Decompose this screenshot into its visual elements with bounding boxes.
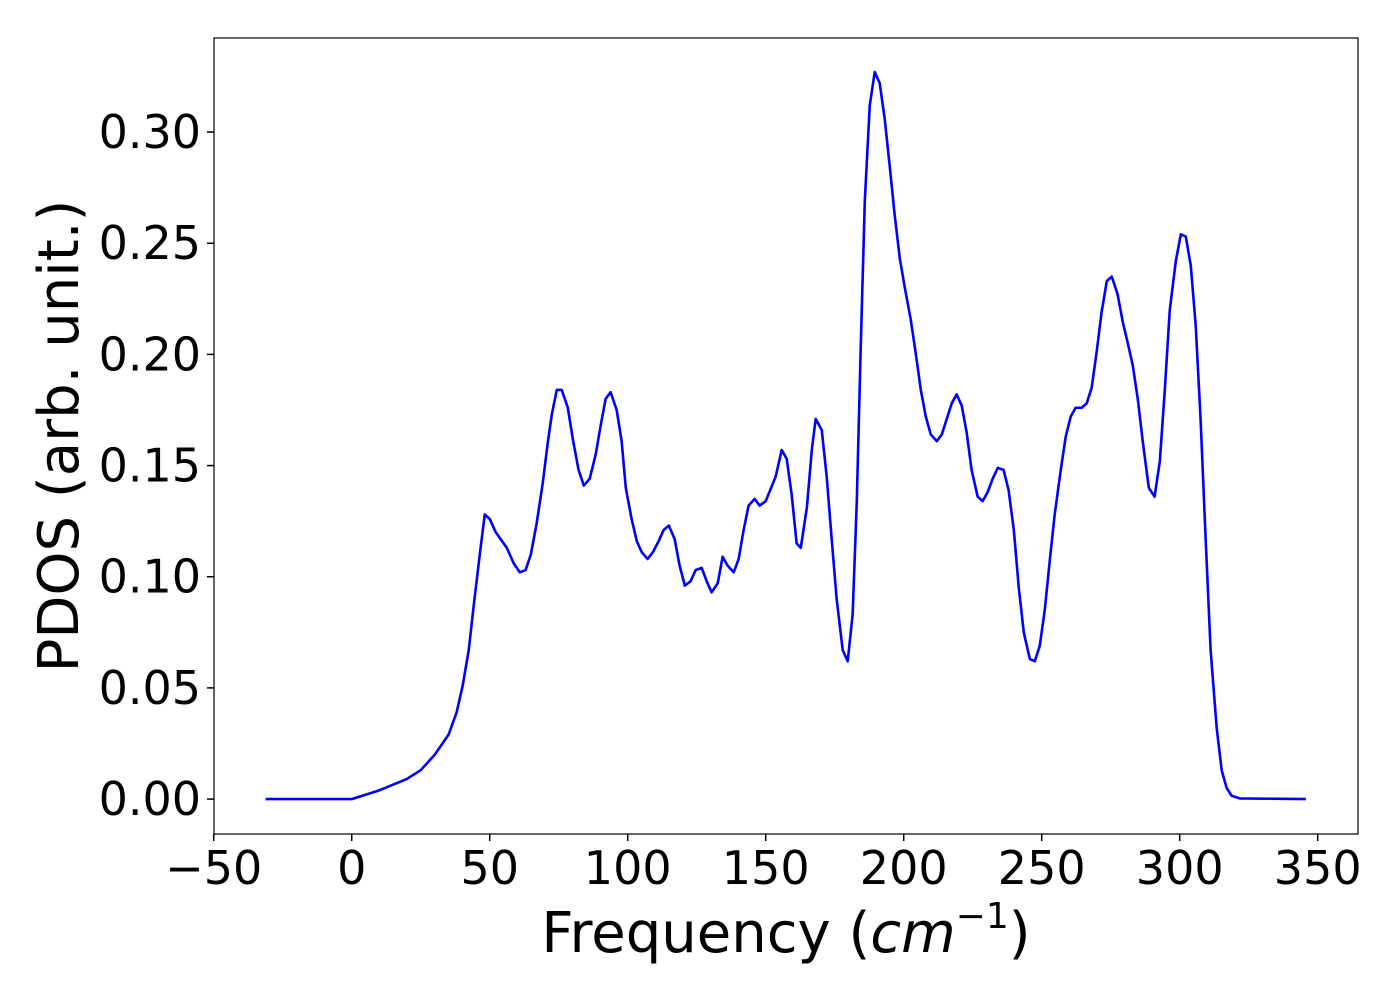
y-tick-label: 0.10: [99, 550, 201, 604]
y-tick-label: 0.30: [99, 105, 201, 159]
x-tick-label: 50: [460, 841, 519, 895]
x-label-unit: cm: [870, 901, 955, 966]
y-axis-label: PDOS (arb. unit.): [27, 200, 92, 673]
y-tick-label: 0.15: [99, 439, 201, 493]
x-tick-label: 250: [998, 841, 1086, 895]
data-line: [265, 70, 1306, 801]
plot-frame: [213, 37, 1359, 835]
x-label-exponent: −1: [956, 896, 1009, 937]
x-tick-label: 350: [1274, 841, 1362, 895]
x-tick-label: 100: [584, 841, 672, 895]
y-tick-label: 0.20: [99, 327, 201, 381]
x-tick-label: 150: [722, 841, 810, 895]
x-tick-label: 300: [1136, 841, 1224, 895]
y-tick-label: 0.25: [99, 216, 201, 270]
y-tick-label: 0.00: [99, 772, 201, 826]
x-tick-label: 0: [337, 841, 366, 895]
x-tick-label: −50: [165, 841, 262, 895]
x-label-text: Frequency (: [541, 901, 870, 966]
y-tick-label: 0.05: [99, 661, 201, 715]
x-label-close: ): [1009, 901, 1031, 966]
x-axis-label: Frequency (cm−1): [541, 896, 1030, 966]
x-tick-label: 200: [860, 841, 948, 895]
